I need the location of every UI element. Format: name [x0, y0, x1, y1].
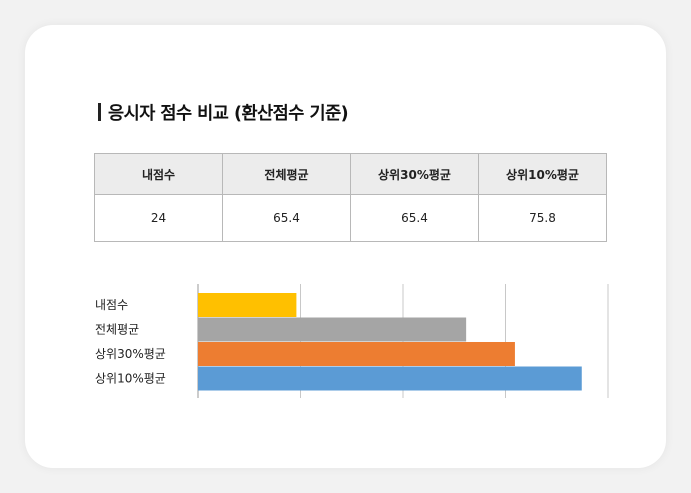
chart-bar [198, 342, 515, 366]
page-title: 응시자 점수 비교 (환산점수 기준) [108, 104, 349, 124]
score-table: 내점수 전체평균 상위30%평균 상위10%평균 24 65.4 65.4 75… [94, 153, 607, 242]
chart-category-label: 상위10%평균 [95, 372, 166, 386]
table-cell-top30-average: 65.4 [350, 194, 479, 242]
chart-category-label: 전체평균 [95, 323, 139, 337]
table-cell-my-score: 24 [94, 194, 223, 242]
table-header-top10-average: 상위10%평균 [478, 153, 607, 195]
table-row: 24 65.4 65.4 75.8 [94, 194, 607, 242]
table-header-top30-average: 상위30%평균 [350, 153, 479, 195]
title-marker [98, 103, 101, 121]
table-cell-overall-average: 65.4 [222, 194, 351, 242]
table-header-my-score: 내점수 [94, 153, 223, 195]
table-cell-top10-average: 75.8 [478, 194, 607, 242]
chart-category-label: 내점수 [95, 298, 128, 312]
chart-bar [198, 317, 467, 342]
chart-bar [198, 366, 582, 391]
chart-category-label: 상위30%평균 [95, 347, 166, 361]
table-header-row: 내점수 전체평균 상위30%평균 상위10%평균 [94, 153, 607, 195]
chart-bar [198, 293, 297, 317]
card [25, 25, 666, 468]
